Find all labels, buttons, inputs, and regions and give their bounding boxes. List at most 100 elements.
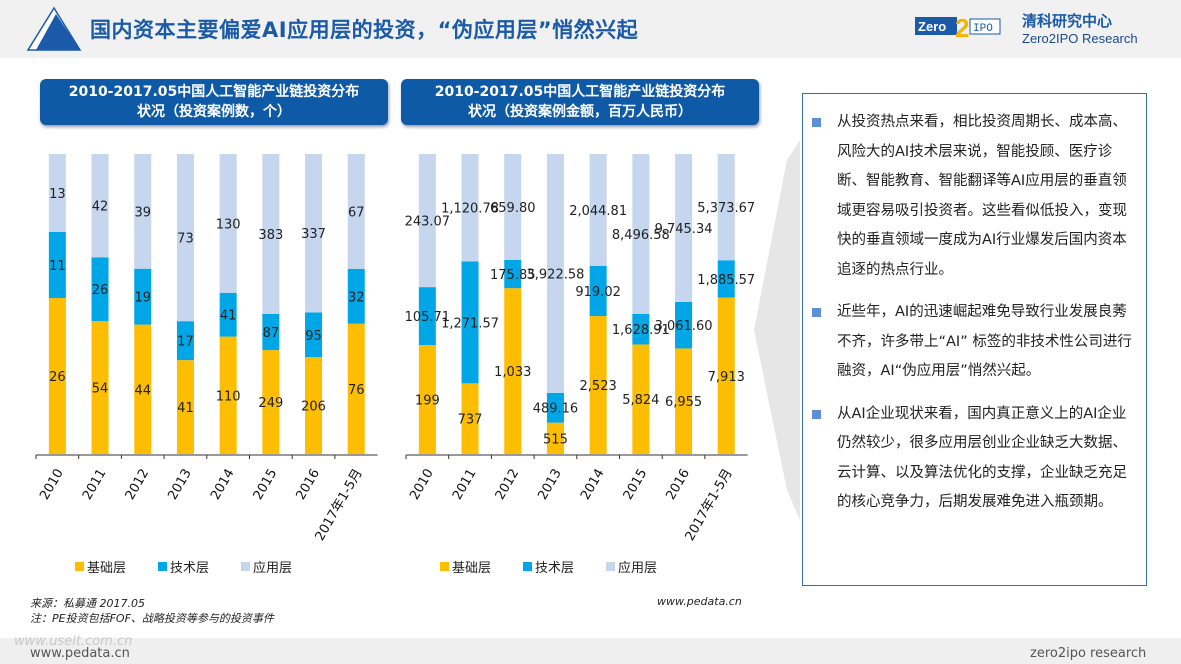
bar-base <box>262 350 280 454</box>
bar-base <box>504 288 522 454</box>
data-label-base: 249 <box>258 396 283 411</box>
bar-tech <box>48 232 66 298</box>
data-label-tech: 26 <box>92 283 109 298</box>
legend-swatch <box>440 562 449 571</box>
footnote: 注：PE投资包括FOF、战略投资等参与的投资事件 <box>30 612 274 625</box>
x-tick-label: 2013 <box>165 467 195 503</box>
data-label-app: 3,922.58 <box>527 267 585 282</box>
paragraph-text: 从AI企业现状来看，国内真正意义上的AI企业仍然较少，很多应用层创业企业缺乏大数… <box>837 405 1127 511</box>
svg-text:IPO: IPO <box>973 23 993 35</box>
chart-count: 26 11 13 2010 54 26 42 2011 44 19 39 2012 41 17 73 2013… <box>35 154 378 544</box>
legend-swatch <box>523 562 533 571</box>
summary-paragraph: 近些年，AI的迅速崛起难免导致行业发展良莠不齐，许多带上“AI” 标签的非技术性… <box>812 298 1138 387</box>
footer-brand: zero2ipo research <box>1030 646 1147 661</box>
bullet-icon <box>812 308 821 317</box>
data-label-base: 1,033 <box>494 365 531 380</box>
watermark: www.uselt.com.cn <box>14 634 133 649</box>
data-label-tech: 1,885.57 <box>697 273 755 288</box>
bar-tech <box>134 268 152 325</box>
legend-label: 技术层 <box>535 561 575 576</box>
data-label-app: 39 <box>134 205 151 220</box>
data-label-app: 9,745.34 <box>655 222 713 237</box>
data-label-base: 737 <box>458 413 483 428</box>
chart-title-line: 2010-2017.05中国人工智能产业链投资分布 <box>68 84 360 100</box>
x-tick-label: 2012 <box>123 467 153 503</box>
data-label-app: 8,496.58 <box>612 228 670 243</box>
bullet-icon <box>812 409 821 419</box>
legend-swatch <box>75 562 84 571</box>
bar-app <box>305 154 323 313</box>
x-tick-label: 2010 <box>407 467 437 503</box>
data-label-app: 2,044.81 <box>569 204 627 219</box>
legend-item-app: 应用层 <box>606 557 657 576</box>
bar-tech <box>176 321 194 361</box>
footer-site: www.pedata.cn <box>30 646 130 661</box>
x-tick-label: 2012 <box>493 467 523 503</box>
bar-base <box>418 345 436 454</box>
bar-tech <box>589 265 607 317</box>
bar-tech <box>504 259 522 289</box>
legend-label: 应用层 <box>618 561 658 576</box>
data-label-base: 199 <box>415 394 440 409</box>
data-label-base: 54 <box>92 382 109 397</box>
bar-base <box>347 323 365 454</box>
x-tick-label: 2010 <box>37 467 67 503</box>
data-label-base: 41 <box>177 401 194 416</box>
bar-app <box>675 154 693 302</box>
data-label-tech: 1,628.91 <box>612 323 670 338</box>
bar-tech <box>717 260 735 298</box>
legend-count: 基础层 技术层 应用层 <box>75 557 324 576</box>
data-label-base: 515 <box>543 432 568 447</box>
data-label-app: 130 <box>216 217 241 232</box>
data-label-app: 5,373.67 <box>697 201 755 216</box>
bullet-icon <box>812 118 821 127</box>
data-label-app: 659.80 <box>490 201 536 216</box>
footer <box>0 638 1181 664</box>
legend-amount: 基础层 技术层 应用层 <box>440 557 689 576</box>
bar-app <box>347 154 365 269</box>
page-title: 国内资本主要偏爱AI应用层的投资，“伪应用层”悄然兴起 <box>90 18 639 42</box>
bar-tech <box>219 292 237 337</box>
x-tick-label: 2015 <box>251 467 281 503</box>
legend-swatch <box>158 562 168 571</box>
legend-item-tech: 技术层 <box>523 557 574 576</box>
paragraph-text: 近些年，AI的迅速崛起难免导致行业发展良莠不齐，许多带上“AI” 标签的非技术性… <box>837 304 1132 379</box>
bar-tech <box>632 313 650 345</box>
chart-title-line: 状况（投资案例金额，百万人民币） <box>468 104 692 120</box>
data-label-base: 26 <box>49 370 66 385</box>
x-tick-label: 2015 <box>621 467 651 503</box>
bar-tech <box>461 261 479 384</box>
bar-app <box>91 154 109 258</box>
bar-base <box>176 360 194 454</box>
data-label-tech: 41 <box>220 309 237 324</box>
data-label-tech: 919.02 <box>575 285 621 300</box>
legend-label: 应用层 <box>253 561 293 576</box>
data-label-tech: 17 <box>177 335 194 350</box>
triangle-logo-icon <box>26 6 82 51</box>
bar-base <box>717 297 735 454</box>
source-site: www.pedata.cn <box>657 595 742 608</box>
chart-title-amount: 2010-2017.05中国人工智能产业链投资分布 状况（投资案例金额，百万人民币… <box>401 79 759 125</box>
bar-base <box>305 357 323 454</box>
data-label-base: 6,955 <box>665 395 702 410</box>
legend-swatch <box>606 562 616 571</box>
data-label-base: 7,913 <box>708 370 745 385</box>
bar-app <box>262 154 280 314</box>
x-tick-label: 2014 <box>208 467 238 503</box>
data-label-base: 206 <box>301 400 326 415</box>
bar-base <box>589 316 607 454</box>
legend-item-app: 应用层 <box>241 557 292 576</box>
bar-base <box>91 321 109 454</box>
legend-swatch <box>241 562 251 571</box>
data-label-app: 243.07 <box>405 215 451 230</box>
data-label-tech: 19 <box>134 291 151 306</box>
chart-title-line: 状况（投资案例数，个） <box>137 104 291 120</box>
data-label-base: 5,824 <box>622 393 659 408</box>
legend-label: 基础层 <box>452 561 492 576</box>
bar-tech <box>305 312 323 358</box>
legend-label: 基础层 <box>87 561 127 576</box>
x-tick-label: 2013 <box>535 467 565 503</box>
bar-tech <box>675 301 693 349</box>
bar-base <box>632 344 650 454</box>
data-label-tech: 105.71 <box>405 310 451 325</box>
